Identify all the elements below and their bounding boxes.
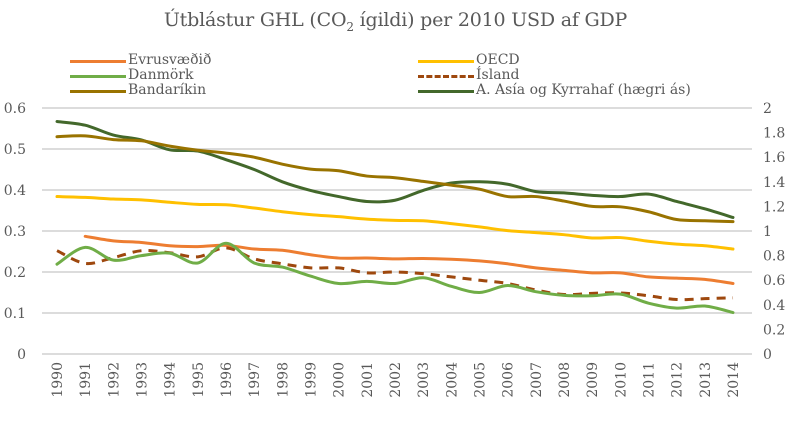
x-tick-label: 2004 xyxy=(444,362,460,398)
legend-swatch xyxy=(70,60,126,63)
y-axis-left: 0 0.1 0.2 0.3 0.4 0.5 0.6 xyxy=(4,101,26,363)
series-line-bandar-kin xyxy=(55,134,735,224)
chart-title: Útblástur GHL (CO2 ígildi) per 2010 USD … xyxy=(163,9,628,34)
x-tick-label: 2009 xyxy=(585,362,601,398)
legend-swatch xyxy=(418,75,474,78)
y-axis-right: 0 0.2 0.4 0.6 0.8 1 1.2 1.4 1.6 1.8 2 xyxy=(763,101,785,363)
legend-label: Danmörk xyxy=(128,67,194,83)
series-line-oecd xyxy=(55,195,735,251)
x-tick-label: 2012 xyxy=(670,362,686,398)
x-tick-label: 2008 xyxy=(557,362,573,398)
legend-swatch xyxy=(70,90,126,93)
y-right-tick-label: 1.6 xyxy=(763,150,785,166)
x-tick-label: 2003 xyxy=(416,362,432,398)
y-right-tick-label: 1.8 xyxy=(763,126,785,142)
y-right-tick-label: 0.4 xyxy=(763,298,785,314)
series-lines xyxy=(55,120,735,315)
x-tick-label: 2002 xyxy=(388,362,404,398)
legend-label: Bandaríkin xyxy=(128,82,207,98)
legend-label: A. Asía og Kyrrahaf (hægri ás) xyxy=(476,82,691,98)
x-tick-label: 2014 xyxy=(726,362,742,398)
y-right-tick-label: 0.2 xyxy=(763,322,785,338)
x-tick-label: 2000 xyxy=(332,362,348,398)
y-left-tick-label: 0.1 xyxy=(4,306,26,322)
x-tick-label: 1990 xyxy=(50,362,66,398)
x-tick-label: 2010 xyxy=(613,362,629,398)
x-tick-label: 1991 xyxy=(78,362,94,398)
y-left-tick-label: 0.2 xyxy=(4,265,26,281)
y-left-tick-label: 0.4 xyxy=(4,183,26,199)
y-right-tick-label: 1.2 xyxy=(763,199,785,215)
legend-swatch xyxy=(70,75,126,78)
legend-label: Ísland xyxy=(476,67,520,83)
y-right-tick-label: 0.6 xyxy=(763,273,785,289)
gridlines xyxy=(42,107,752,355)
x-tick-label: 2005 xyxy=(473,362,489,398)
y-right-tick-label: 1.4 xyxy=(763,175,785,191)
y-right-tick-label: 2 xyxy=(763,101,772,117)
legend-swatch xyxy=(418,90,474,93)
x-tick-label: 2011 xyxy=(642,362,658,398)
y-left-tick-label: 0.6 xyxy=(4,101,26,117)
y-right-tick-label: 0.8 xyxy=(763,249,785,265)
x-tick-label: 1999 xyxy=(304,362,320,398)
legend-swatch xyxy=(418,60,474,63)
series-line-danm-rk xyxy=(55,241,735,315)
y-left-tick-label: 0.3 xyxy=(4,224,26,240)
x-tick-label: 1996 xyxy=(219,362,235,398)
x-tick-label: 2001 xyxy=(360,362,376,398)
x-tick-label: 1994 xyxy=(163,362,179,398)
series-line-evrusv-i- xyxy=(83,234,735,285)
x-tick-label: 1998 xyxy=(275,362,291,398)
x-tick-label: 1992 xyxy=(106,362,122,398)
y-left-tick-label: 0.5 xyxy=(4,142,26,158)
x-tick-label: 1995 xyxy=(191,362,207,398)
y-left-tick-label: 0 xyxy=(17,347,26,363)
legend-label: OECD xyxy=(476,52,520,68)
x-tick-label: 2013 xyxy=(698,362,714,398)
x-axis: 1990 1991 1992 1993 1994 1995 1996 1997 1998 1999… xyxy=(50,362,742,398)
y-right-tick-label: 0 xyxy=(763,347,772,363)
series-line-a-as-a-og-kyrrahaf-h-gri-s- xyxy=(55,120,735,219)
x-tick-label: 2007 xyxy=(529,362,545,398)
x-tick-label: 1993 xyxy=(135,362,151,398)
x-tick-label: 2006 xyxy=(501,362,517,398)
y-right-tick-label: 1 xyxy=(763,224,772,240)
x-tick-label: 1997 xyxy=(247,362,263,398)
legend-label: Evrusvæðið xyxy=(128,52,212,68)
